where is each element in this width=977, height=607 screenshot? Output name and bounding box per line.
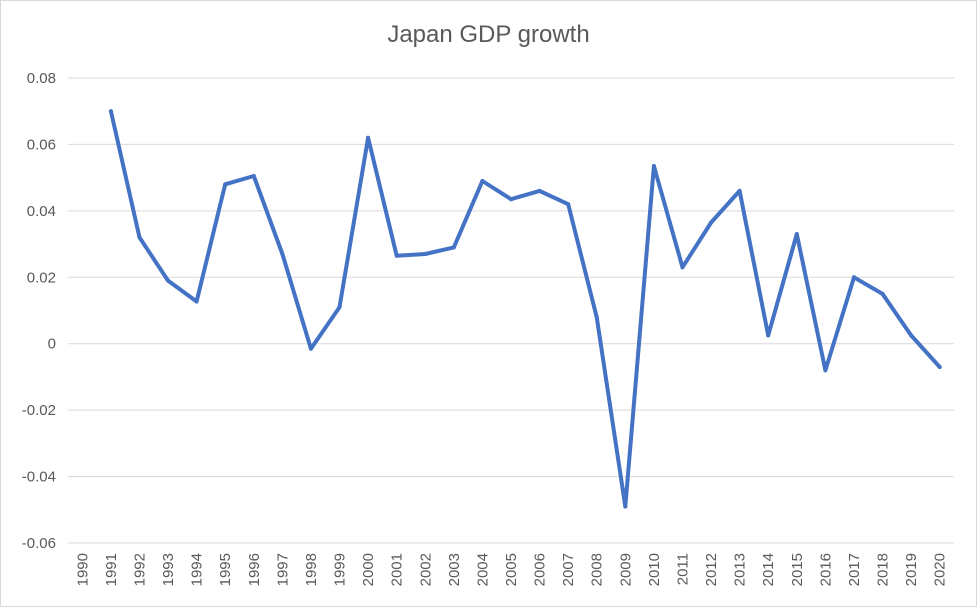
data-point xyxy=(337,305,342,310)
x-tick-label: 2002 xyxy=(417,553,434,586)
data-point xyxy=(937,364,942,369)
x-tick-label: 1998 xyxy=(303,553,320,586)
x-tick-label: 2009 xyxy=(617,553,634,586)
x-tick-label: 1999 xyxy=(332,553,349,586)
data-point xyxy=(794,232,799,237)
data-point xyxy=(566,202,571,207)
y-tick-label: 0.06 xyxy=(27,136,56,153)
x-tick-label: 2000 xyxy=(360,553,377,586)
x-tick-label: 1991 xyxy=(103,553,120,586)
x-tick-label: 2008 xyxy=(589,553,606,586)
chart-title: Japan GDP growth xyxy=(387,21,590,48)
x-tick-label: 2013 xyxy=(732,553,749,586)
data-point xyxy=(709,220,714,225)
data-point xyxy=(223,182,228,187)
x-tick-label: 2012 xyxy=(703,553,720,586)
data-point xyxy=(194,299,199,304)
data-point xyxy=(823,368,828,373)
x-tick-label: 2010 xyxy=(646,553,663,586)
x-tick-label: 2003 xyxy=(446,553,463,586)
x-tick-label: 1996 xyxy=(246,553,263,586)
x-tick-label: 2005 xyxy=(503,553,520,586)
x-tick-label: 1992 xyxy=(131,553,148,586)
data-point xyxy=(108,109,113,114)
x-tick-label: 2019 xyxy=(903,553,920,586)
data-point xyxy=(851,275,856,280)
data-point xyxy=(909,333,914,338)
data-point xyxy=(251,173,256,178)
data-point xyxy=(594,315,599,320)
x-tick-label: 1993 xyxy=(160,553,177,586)
data-point xyxy=(423,252,428,257)
data-point xyxy=(480,178,485,183)
x-tick-label: 1997 xyxy=(274,553,291,586)
y-tick-label: -0.04 xyxy=(22,469,56,486)
data-point xyxy=(737,188,742,193)
x-tick-label: 2014 xyxy=(760,553,777,586)
data-point xyxy=(880,291,885,296)
x-tick-label: 2015 xyxy=(789,553,806,586)
series-layer xyxy=(108,109,942,509)
x-tick-label: 2020 xyxy=(932,553,949,586)
data-point xyxy=(166,278,171,283)
x-tick-label: 2011 xyxy=(674,553,691,585)
grid-layer xyxy=(68,77,954,544)
data-point xyxy=(394,253,399,258)
data-point xyxy=(308,346,313,351)
x-tick-label: 2016 xyxy=(817,553,834,586)
data-point xyxy=(137,235,142,240)
data-point xyxy=(509,197,513,202)
y-tick-label: 0 xyxy=(48,336,56,353)
data-point xyxy=(280,252,285,257)
x-tick-label: 1995 xyxy=(217,553,234,586)
data-point xyxy=(651,164,656,169)
y-tick-label: -0.06 xyxy=(22,535,56,552)
x-tick-label: 2001 xyxy=(389,553,406,586)
data-point xyxy=(766,333,771,338)
x-tick-label: 2007 xyxy=(560,553,577,586)
x-axis-ticks: 1990 1991 1992 1993 1994 1995 1996 1997 1998 1999… xyxy=(74,553,948,586)
x-tick-label: 1994 xyxy=(189,553,206,586)
data-point xyxy=(366,135,371,140)
y-tick-label: 0.08 xyxy=(27,70,56,87)
data-point xyxy=(680,265,685,270)
data-point xyxy=(451,245,456,250)
series-line xyxy=(108,109,942,509)
y-tick-label: -0.02 xyxy=(22,402,56,419)
data-point xyxy=(537,188,542,193)
y-tick-label: 0.02 xyxy=(27,269,56,286)
data-point xyxy=(623,504,628,509)
x-tick-label: 2018 xyxy=(875,553,892,586)
x-tick-label: 2006 xyxy=(532,553,549,586)
x-tick-label: 1990 xyxy=(74,553,91,586)
y-axis-ticks: 0.08 0.06 0.04 0.02 0 -0.02 -0.04 -0.06 xyxy=(22,70,56,552)
x-tick-label: 2017 xyxy=(846,553,863,586)
y-tick-label: 0.04 xyxy=(27,203,56,220)
x-tick-label: 2004 xyxy=(474,553,491,586)
